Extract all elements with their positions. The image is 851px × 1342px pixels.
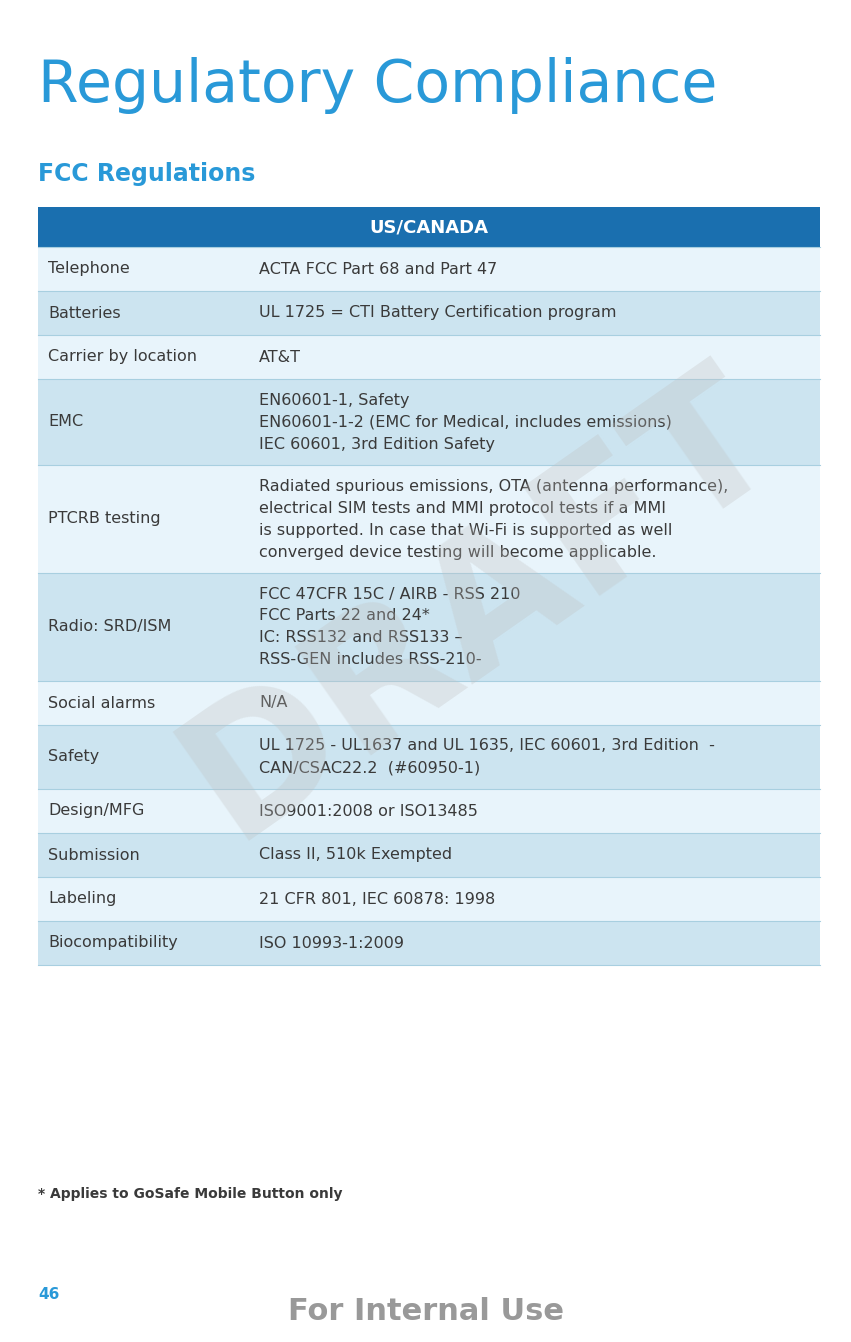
Bar	[38, 921, 820, 965]
Text: DRAFT: DRAFT	[153, 341, 807, 872]
Text: 21 CFR 801, IEC 60878: 1998: 21 CFR 801, IEC 60878: 1998	[260, 891, 495, 906]
Text: Labeling: Labeling	[48, 891, 117, 906]
Text: IC: RSS132 and RSS133 –: IC: RSS132 and RSS133 –	[260, 631, 463, 646]
Bar	[38, 336, 820, 378]
Text: For Internal Use: For Internal Use	[288, 1296, 563, 1326]
Text: Radio: SRD/ISM: Radio: SRD/ISM	[48, 620, 171, 635]
Text: ISO 10993-1:2009: ISO 10993-1:2009	[260, 935, 404, 950]
Text: EN60601-1, Safety: EN60601-1, Safety	[260, 392, 409, 408]
Bar	[38, 725, 820, 789]
Text: N/A: N/A	[260, 695, 288, 710]
Text: EN60601-1-2 (EMC for Medical, includes emissions): EN60601-1-2 (EMC for Medical, includes e…	[260, 415, 672, 429]
Text: RSS-GEN includes RSS-210-: RSS-GEN includes RSS-210-	[260, 652, 482, 667]
Text: Social alarms: Social alarms	[48, 695, 155, 710]
Text: Biocompatibility: Biocompatibility	[48, 935, 178, 950]
Text: FCC 47CFR 15C / AIRB - RSS 210: FCC 47CFR 15C / AIRB - RSS 210	[260, 586, 521, 601]
Text: UL 1725 - UL1637 and UL 1635, IEC 60601, 3rd Edition  -: UL 1725 - UL1637 and UL 1635, IEC 60601,…	[260, 738, 715, 753]
Text: Design/MFG: Design/MFG	[48, 804, 145, 819]
Bar	[38, 680, 820, 725]
Text: FCC Regulations: FCC Regulations	[38, 162, 255, 187]
Text: Radiated spurious emissions, OTA (antenna performance),: Radiated spurious emissions, OTA (antenn…	[260, 479, 728, 494]
Text: FCC Parts 22 and 24*: FCC Parts 22 and 24*	[260, 608, 430, 624]
Bar	[38, 833, 820, 878]
Bar	[38, 378, 820, 464]
Text: Submission: Submission	[48, 848, 140, 863]
Text: is supported. In case that Wi-Fi is supported as well: is supported. In case that Wi-Fi is supp…	[260, 522, 672, 538]
Bar	[38, 464, 820, 573]
Text: 46: 46	[38, 1287, 60, 1302]
Bar	[38, 291, 820, 336]
Text: Regulatory Compliance: Regulatory Compliance	[38, 56, 717, 114]
Text: electrical SIM tests and MMI protocol tests if a MMI: electrical SIM tests and MMI protocol te…	[260, 501, 666, 515]
Bar	[38, 878, 820, 921]
Text: converged device testing will become applicable.: converged device testing will become app…	[260, 545, 657, 560]
Bar	[38, 573, 820, 680]
Bar	[38, 207, 820, 247]
Text: UL 1725 = CTI Battery Certification program: UL 1725 = CTI Battery Certification prog…	[260, 306, 617, 321]
Text: IEC 60601, 3rd Edition Safety: IEC 60601, 3rd Edition Safety	[260, 436, 495, 451]
Text: ACTA FCC Part 68 and Part 47: ACTA FCC Part 68 and Part 47	[260, 262, 497, 276]
Bar	[38, 247, 820, 291]
Text: * Applies to GoSafe Mobile Button only: * Applies to GoSafe Mobile Button only	[38, 1188, 342, 1201]
Text: Carrier by location: Carrier by location	[48, 349, 197, 365]
Text: Batteries: Batteries	[48, 306, 121, 321]
Bar	[38, 789, 820, 833]
Text: CAN/CSAC22.2  (#60950-1): CAN/CSAC22.2 (#60950-1)	[260, 761, 481, 776]
Text: US/CANADA: US/CANADA	[369, 217, 488, 236]
Text: Class II, 510k Exempted: Class II, 510k Exempted	[260, 848, 452, 863]
Text: Safety: Safety	[48, 749, 100, 765]
Text: EMC: EMC	[48, 415, 83, 429]
Text: ISO9001:2008 or ISO13485: ISO9001:2008 or ISO13485	[260, 804, 478, 819]
Text: Telephone: Telephone	[48, 262, 129, 276]
Text: PTCRB testing: PTCRB testing	[48, 511, 161, 526]
Text: AT&T: AT&T	[260, 349, 301, 365]
